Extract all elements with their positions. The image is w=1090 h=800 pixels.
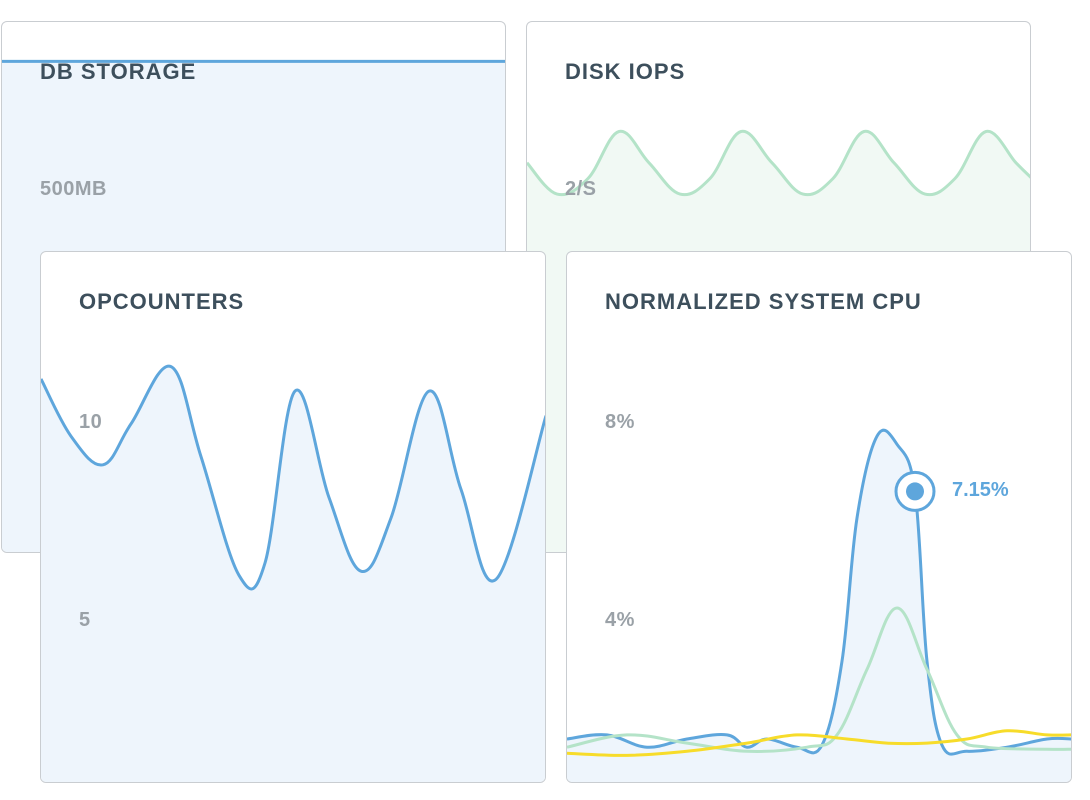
- cpu-blue-area: [567, 430, 1071, 782]
- cpu-tick-4: 4%: [605, 609, 635, 631]
- cpu-series-blue-line: [567, 428, 1071, 756]
- normalized-system-cpu-card: NORMALIZED SYSTEM CPU 8% 4% 7.15%: [566, 251, 1072, 783]
- cpu-chart: [567, 428, 1071, 782]
- opcounters-card: OPCOUNTERS 10 5: [40, 251, 546, 783]
- cpu-tick-8: 8%: [605, 411, 635, 433]
- db-storage-tick-500mb: 500MB: [40, 178, 107, 200]
- opcounters-line: [41, 364, 545, 591]
- opcounters-tick-10: 10: [79, 411, 103, 433]
- disk-iops-line: [527, 129, 1030, 197]
- cpu-series-yellow-line: [567, 729, 1071, 757]
- disk-iops-title: DISK IOPS: [565, 59, 686, 84]
- cpu-marker-dot: [906, 482, 924, 501]
- cpu-title: NORMALIZED SYSTEM CPU: [605, 289, 922, 314]
- disk-iops-tick-2s: 2/S: [565, 178, 597, 200]
- cpu-value-callout: 7.15%: [952, 479, 1009, 502]
- db-storage-title: DB STORAGE: [40, 59, 197, 84]
- opcounters-chart: [41, 364, 545, 782]
- cpu-series-green-line: [567, 606, 1071, 753]
- opcounters-tick-5: 5: [79, 609, 91, 631]
- opcounters-area: [41, 366, 545, 782]
- opcounters-title: OPCOUNTERS: [79, 289, 245, 314]
